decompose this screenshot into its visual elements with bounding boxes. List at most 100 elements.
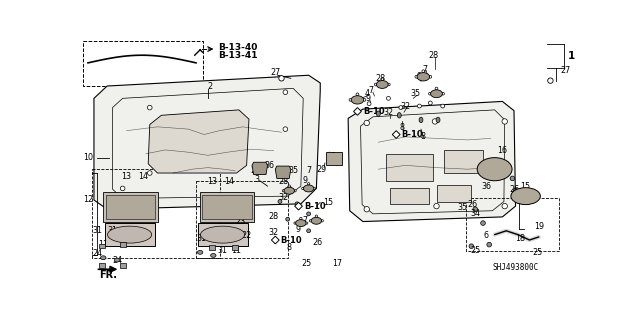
Text: 32: 32 [383,108,394,117]
Text: 11: 11 [232,246,241,255]
Polygon shape [148,110,249,173]
Circle shape [428,101,432,105]
Circle shape [281,170,285,174]
Text: 27: 27 [561,66,571,75]
Ellipse shape [296,219,306,226]
Bar [436,185,472,202]
Text: 17: 17 [332,259,342,268]
Text: 13: 13 [207,177,217,186]
Text: B-10: B-10 [304,202,326,211]
Ellipse shape [200,226,244,243]
Circle shape [469,244,474,249]
Text: 28: 28 [428,51,438,60]
Ellipse shape [311,217,322,224]
Circle shape [502,204,508,209]
Bar [444,150,483,173]
Circle shape [147,171,152,175]
Circle shape [422,70,425,73]
Circle shape [283,127,288,131]
Text: 13: 13 [122,172,131,182]
Circle shape [415,75,418,78]
Ellipse shape [431,90,442,98]
Circle shape [282,189,285,192]
Circle shape [442,93,444,95]
Circle shape [487,242,492,247]
Circle shape [513,189,518,193]
Ellipse shape [417,73,429,81]
Ellipse shape [376,111,380,116]
Text: 28: 28 [278,177,288,186]
Bar [106,195,155,219]
Text: 8: 8 [399,123,404,132]
Text: 9: 9 [416,72,421,81]
Text: 26: 26 [468,200,478,209]
Bar [390,189,429,204]
Text: 26: 26 [509,185,519,194]
Circle shape [305,222,308,224]
Text: 7: 7 [307,166,312,175]
Bar [103,192,157,221]
Bar [99,263,105,268]
Circle shape [307,183,310,185]
Text: FR.: FR. [99,271,117,280]
Text: 24: 24 [112,256,122,264]
Circle shape [295,202,299,206]
Text: B-10: B-10 [402,130,423,139]
Circle shape [286,217,290,221]
Text: 30: 30 [204,203,214,212]
Polygon shape [294,202,303,210]
Text: 7: 7 [302,216,307,225]
Bar [232,245,238,250]
Text: 21: 21 [250,166,260,175]
Bar [196,181,288,258]
Text: 23: 23 [236,217,246,226]
Bar [105,223,155,246]
Bar [83,41,204,86]
Text: 31: 31 [196,234,207,243]
Text: 10: 10 [83,153,93,162]
Text: 36: 36 [265,161,275,170]
Circle shape [364,206,369,212]
Bar [120,263,125,268]
Circle shape [321,219,323,222]
Text: 7: 7 [422,64,428,74]
Bar [120,242,125,247]
Text: 22: 22 [241,231,252,240]
Text: 31: 31 [92,226,102,235]
Text: 9: 9 [365,94,371,103]
Ellipse shape [376,81,388,88]
Ellipse shape [211,254,216,257]
Text: 3: 3 [254,175,259,184]
Ellipse shape [351,96,364,104]
Text: 9: 9 [296,225,301,234]
Text: 8: 8 [287,243,292,252]
Text: B-10: B-10 [281,235,302,245]
Text: 34: 34 [470,209,480,218]
Circle shape [283,90,288,94]
Text: 24: 24 [92,249,102,258]
Text: 4: 4 [364,89,369,98]
Circle shape [381,78,383,81]
Ellipse shape [419,117,423,122]
Ellipse shape [436,117,440,122]
Circle shape [120,186,125,191]
Text: 5: 5 [330,152,335,160]
Bar [386,154,433,181]
Circle shape [288,185,291,187]
Polygon shape [94,75,320,209]
Text: 15: 15 [323,198,333,207]
Circle shape [429,75,432,78]
Circle shape [363,99,366,101]
Circle shape [364,120,369,126]
Text: B-10: B-10 [363,107,385,116]
Text: 25: 25 [470,246,481,255]
Text: 14: 14 [138,172,148,182]
Circle shape [349,99,352,101]
Text: 19: 19 [534,222,544,231]
Circle shape [510,176,515,181]
Circle shape [294,189,296,192]
Ellipse shape [397,113,401,118]
Ellipse shape [303,185,314,192]
Circle shape [313,187,316,189]
Circle shape [316,215,317,217]
